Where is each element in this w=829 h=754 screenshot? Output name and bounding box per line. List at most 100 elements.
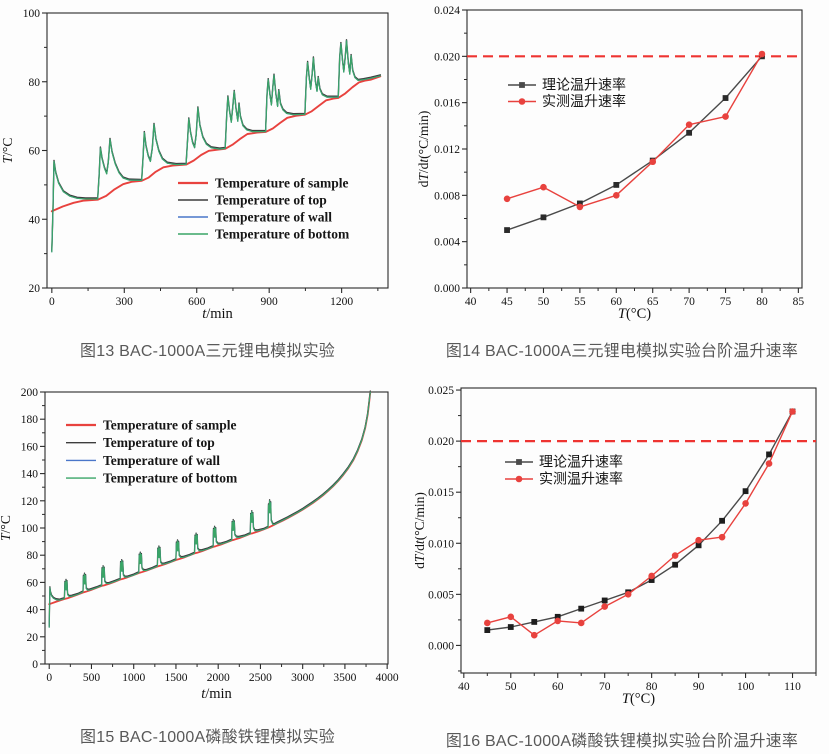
y-tick-label: 80 [29,77,41,89]
x-tick-label: 0 [49,296,55,308]
square-marker [484,627,491,633]
figure-caption-fig16: 图16 BAC-1000A磷酸铁锂模拟实验台阶温升速率 [445,733,799,750]
square-marker [576,200,583,207]
y-axis-label: dT/dt(°C/min) [416,111,431,188]
legend-label: Temperature of wall [215,210,332,225]
x-tick-label: 2500 [249,672,272,684]
legend-label: 理论温升速率 [542,77,626,94]
legend-label: Temperature of sample [215,176,348,191]
legend-label: Temperature of bottom [215,227,350,242]
circle-marker [503,195,511,203]
circle-marker [601,603,608,610]
y-tick-label: 20 [27,632,39,644]
square-marker [601,597,608,604]
y-tick-label: 0.004 [434,237,460,249]
legend-item: 理论温升速率 [505,454,623,471]
y-tick-label: 180 [21,414,39,426]
circle-marker [518,98,526,105]
circle-marker [507,613,515,621]
legend-item: Temperature of top [66,435,215,450]
x-tick-label: 3000 [291,672,314,684]
figure-caption-fig14: 图14 BAC-1000A三元锂电模拟实验台阶温升速率 [445,343,799,360]
x-tick-label: 100 [737,681,755,693]
y-tick-label: 20 [29,283,41,295]
axes: 40 50 60 70 80 90 100 110 0.000 0.005 0.010 0.015 0.… [415,385,817,707]
y-tick-label: 0.015 [428,487,454,499]
x-tick-label: 80 [756,296,768,308]
x-axis-label: T(°C) [622,691,655,707]
circle-marker [758,50,766,58]
circle-marker [624,591,632,598]
y-tick-label: 0.012 [434,144,460,156]
x-tick-label: 70 [683,296,695,308]
square-marker [695,542,702,549]
legend: Temperature of sample Temperature of top T… [66,418,238,486]
x-tick-label: 50 [538,296,550,308]
y-tick-label: 200 [21,387,39,399]
square-marker [613,182,620,188]
square-marker [504,227,510,233]
x-tick-label: 1200 [330,296,353,308]
x-tick-label: 65 [647,296,659,308]
x-tick-label: 90 [693,681,705,693]
legend-item: Temperature of wall [66,453,220,468]
x-tick-label: 3500 [333,672,356,684]
square-marker [672,561,679,568]
y-tick-label: 0.000 [434,283,460,295]
y-tick-label: 0.020 [428,436,454,448]
circle-marker [671,552,679,559]
legend-item: Temperature of top [178,193,327,208]
chart-fig15: 0 500 1000 1500 2000 2500 3000 3500 4000 0 20 40 60 8… [0,387,399,702]
axes: 0 300 600 900 1200 20 40 60 80 100 t/min T/°C [0,8,389,322]
y-tick-label: 0.010 [428,538,454,550]
y-tick-label: 0.000 [428,640,454,652]
y-axis-label: T/°C [0,138,15,164]
legend-item: 理论温升速率 [508,77,626,94]
y-tick-label: 120 [21,496,39,508]
square-marker [540,214,547,221]
circle-marker [695,536,702,544]
x-tick-label: 2000 [207,672,230,684]
y-axis-label: dT/dt(°C/min) [415,492,427,569]
circle-marker [742,500,749,507]
legend: Temperature of sample Temperature of top T… [178,176,350,242]
x-tick-label: 900 [261,296,279,308]
legend-item: Temperature of wall [178,210,332,225]
legend-item: Temperature of sample [178,176,348,191]
y-tick-label: 100 [23,8,41,20]
y-tick-label: 0.005 [428,589,454,601]
legend-label: Temperature of bottom [103,471,238,486]
circle-marker [685,121,693,128]
figure-caption-fig13: 图13 BAC-1000A三元锂电模拟实验 [80,343,335,360]
legend-label: Temperature of top [103,435,215,450]
legend-item: Temperature of bottom [178,227,350,242]
circle-marker [576,203,584,211]
x-tick-label: 600 [188,296,206,308]
y-tick-label: 0 [32,659,38,671]
x-tick-label: 45 [501,296,513,308]
square-marker [554,613,561,620]
figure-caption-fig15: 图15 BAC-1000A磷酸铁锂模拟实验 [80,729,335,746]
chart-fig13: 0 300 600 900 1200 20 40 60 80 100 t/min T/°C Temper… [0,8,389,322]
x-tick-label: 1000 [122,672,145,684]
circle-marker [554,617,562,625]
series-实测温升速率 [503,50,766,211]
series-理论温升速率 [484,408,796,633]
circle-marker [718,533,726,541]
square-marker [531,619,538,625]
x-axis-label: t/min [202,306,233,322]
series-实测温升速率 [483,408,796,639]
chart-fig14: 40 45 50 55 60 65 70 75 80 85 0.000 0.004 0.008 0.012… [416,5,804,322]
y-tick-label: 0.020 [434,51,460,63]
x-tick-label: 75 [720,296,732,308]
square-marker [766,451,772,458]
square-marker [722,95,729,101]
legend-label: 理论温升速率 [539,454,623,471]
circle-marker [530,631,538,639]
legend-item: Temperature of sample [66,418,236,433]
square-marker [686,129,693,136]
square-marker [507,624,514,630]
y-tick-label: 140 [21,469,39,481]
